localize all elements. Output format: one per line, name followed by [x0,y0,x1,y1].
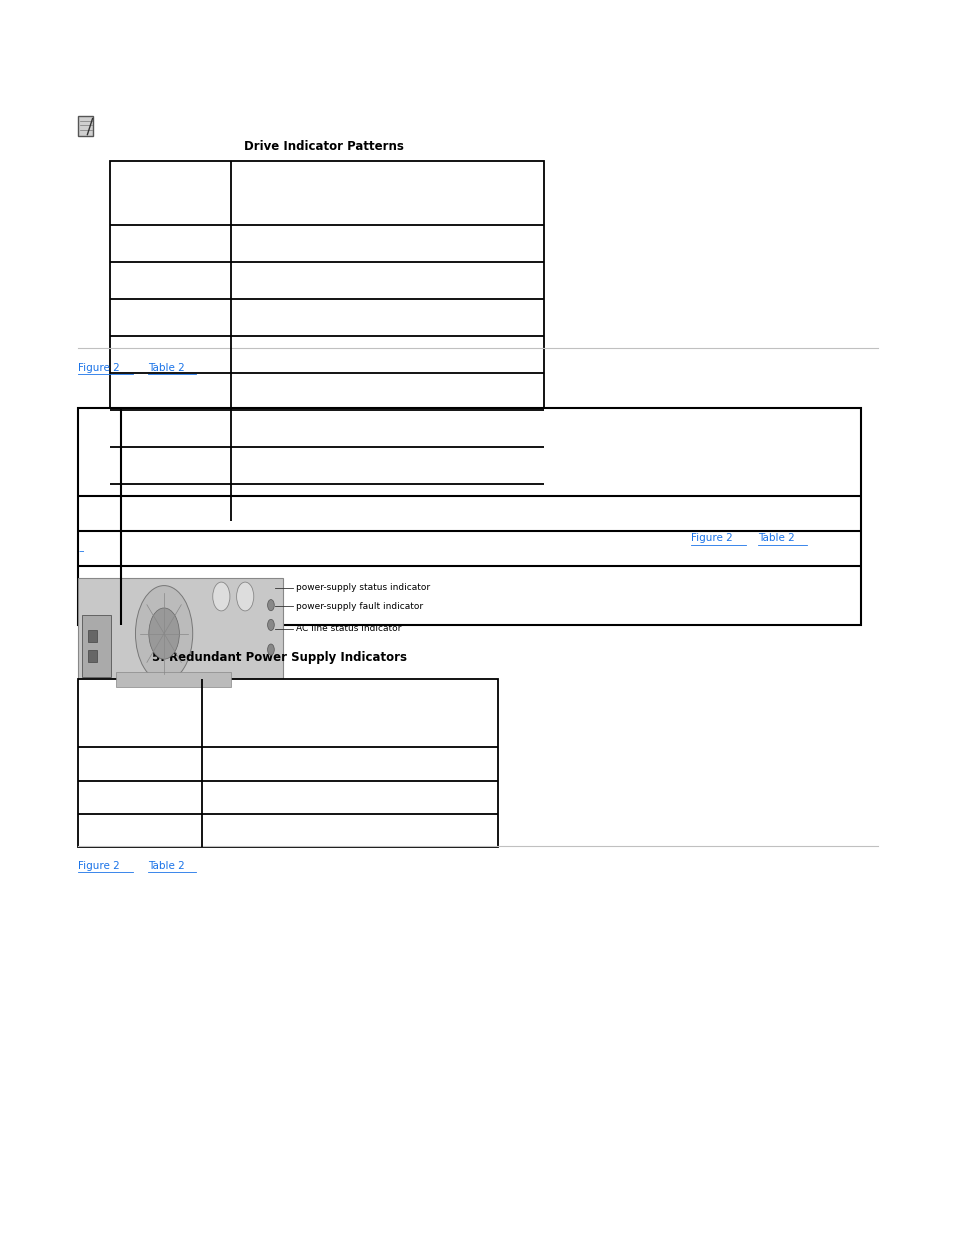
Bar [82,615,111,677]
Text: Table 2: Table 2 [148,363,185,373]
Text: AC line status indicator: AC line status indicator [295,624,400,634]
Text: Table 2: Table 2 [148,861,185,871]
Text: power-supply fault indicator: power-supply fault indicator [295,601,422,611]
Ellipse shape [267,619,274,631]
Text: Drive Indicator Patterns: Drive Indicator Patterns [244,140,404,153]
Text: –: – [78,546,84,556]
Ellipse shape [267,599,274,611]
Text: power-supply status indicator: power-supply status indicator [295,583,430,593]
Text: Figure 2: Figure 2 [690,534,732,543]
Ellipse shape [213,582,230,611]
Bar [88,650,97,662]
Bar [78,679,497,847]
Bar [116,672,231,687]
Ellipse shape [236,582,253,611]
Bar [78,408,860,625]
Text: Table 2: Table 2 [758,534,795,543]
Ellipse shape [135,585,193,682]
Bar [78,116,93,136]
Bar [110,161,543,521]
Text: 5. Redundant Power Supply Indicators: 5. Redundant Power Supply Indicators [152,651,406,664]
Bar [78,578,283,689]
Bar [88,630,97,642]
Text: Figure 2: Figure 2 [78,861,120,871]
Ellipse shape [149,608,179,659]
Text: Figure 2: Figure 2 [78,363,120,373]
Ellipse shape [267,643,274,656]
